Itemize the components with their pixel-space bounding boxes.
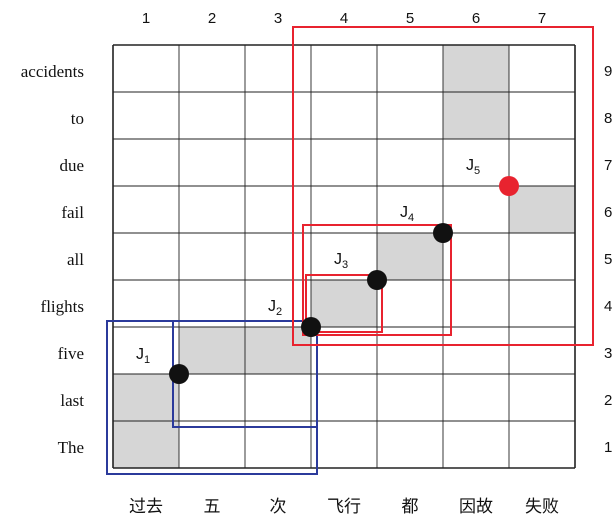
red-span-box [302, 224, 452, 336]
row-number: 1 [604, 439, 612, 456]
junction-dot-j3 [367, 270, 387, 290]
aligned-cell [509, 186, 575, 233]
target-word: due [59, 156, 84, 175]
target-word: fail [61, 203, 84, 222]
source-word: 飞行 [327, 497, 361, 517]
target-word: The [58, 438, 84, 457]
source-words: 过去 五 次 飞行 都 因故 失败 [129, 497, 559, 517]
column-numbers: 1 2 3 4 5 6 7 [142, 10, 546, 27]
row-number: 5 [604, 251, 612, 268]
row-number: 4 [604, 298, 612, 315]
column-number: 5 [406, 10, 414, 27]
span-boxes [106, 26, 594, 475]
aligned-cells [113, 45, 575, 468]
row-number: 2 [604, 392, 612, 409]
column-number: 7 [538, 10, 546, 27]
source-word: 都 [402, 497, 419, 517]
source-word: 失败 [525, 497, 559, 517]
aligned-cell [443, 45, 509, 92]
target-words: accidents to due fail all flights five l… [21, 62, 85, 457]
aligned-cell [377, 233, 443, 280]
junction-label-j3: J3 [334, 251, 348, 271]
column-number: 2 [208, 10, 216, 27]
target-word: accidents [21, 62, 84, 81]
source-word: 过去 [129, 497, 163, 517]
junction-dot-j1 [169, 364, 189, 384]
target-word: five [58, 344, 84, 363]
junction-dot-j2 [301, 317, 321, 337]
target-word: to [71, 109, 84, 128]
column-number: 3 [274, 10, 282, 27]
aligned-cell [245, 327, 311, 374]
source-word: 因故 [459, 497, 493, 517]
red-span-box [292, 26, 594, 346]
column-number: 4 [340, 10, 348, 27]
junction-label-j4: J4 [400, 204, 414, 224]
aligned-cell [113, 421, 179, 468]
junction-labels: J1 J2 J3 J4 J5 [136, 157, 480, 366]
aligned-cell [443, 92, 509, 139]
grid-lines [112, 44, 576, 469]
aligned-cell [179, 327, 245, 374]
junction-label-j2: J2 [268, 298, 282, 318]
junction-dot-j5 [499, 176, 519, 196]
row-number: 8 [604, 110, 612, 127]
row-number: 7 [604, 157, 612, 174]
junction-label-j1: J1 [136, 346, 150, 366]
row-number: 9 [604, 63, 612, 80]
row-number: 3 [604, 345, 612, 362]
row-number: 6 [604, 204, 612, 221]
aligned-cell [113, 374, 179, 421]
source-word: 五 [204, 497, 221, 517]
aligned-cell [311, 280, 377, 327]
column-number: 6 [472, 10, 480, 27]
junction-label-j5: J5 [466, 157, 480, 177]
source-word: 次 [270, 497, 287, 517]
target-word: flights [41, 297, 84, 316]
junction-dots [169, 176, 519, 384]
column-number: 1 [142, 10, 150, 27]
target-word: all [67, 250, 84, 269]
target-word: last [60, 391, 84, 410]
red-span-box [305, 274, 383, 333]
junction-dot-j4 [433, 223, 453, 243]
row-numbers: 9 8 7 6 5 4 3 2 1 [604, 63, 612, 456]
